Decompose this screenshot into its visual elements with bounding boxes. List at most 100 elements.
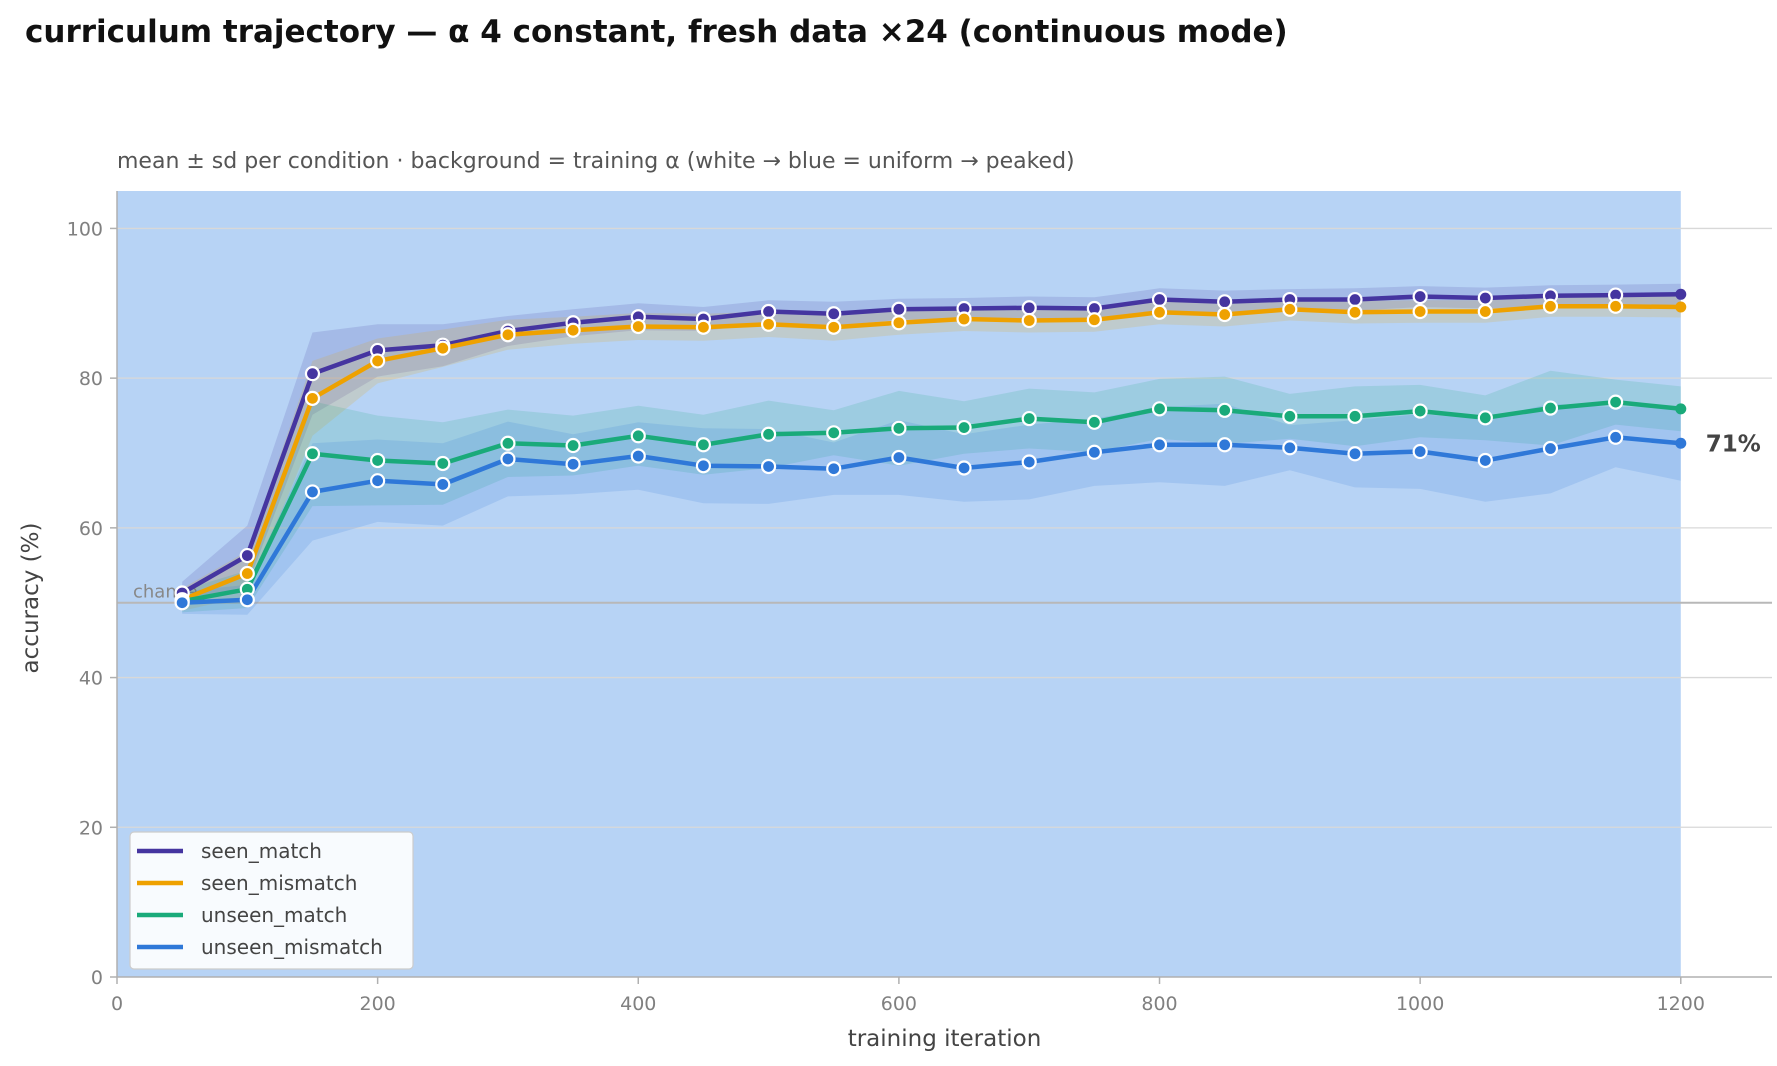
data-point-seen_match-600 (891, 301, 907, 317)
end-value-annotation: 71% (1706, 431, 1761, 457)
data-point-seen_mismatch-650 (956, 311, 972, 327)
data-point-unseen_mismatch-100 (239, 592, 255, 608)
data-point-unseen_match-300 (500, 435, 516, 451)
y-tick-label-60: 60 (79, 518, 103, 540)
data-point-unseen_mismatch-900 (1282, 440, 1298, 456)
series-line-unseen_mismatch (179, 435, 1684, 605)
data-point-unseen_match-550 (826, 425, 842, 441)
y-tick-label-40: 40 (79, 668, 103, 690)
data-point-unseen_mismatch-850 (1217, 437, 1233, 453)
y-tick-label-20: 20 (79, 817, 103, 839)
data-point-unseen_match-1000 (1412, 403, 1428, 419)
data-point-unseen_mismatch-250 (435, 476, 451, 493)
data-point-seen_match-500 (760, 303, 777, 320)
data-point-seen_mismatch-1200 (1675, 301, 1687, 313)
x-ticks: 0 200 400 600 800 1000 1200 (111, 977, 1705, 1015)
data-point-seen_match-1200 (1675, 288, 1687, 300)
data-point-unseen_mismatch-1100 (1542, 440, 1559, 457)
data-point-seen_mismatch-100 (239, 565, 255, 582)
data-point-unseen_match-1150 (1608, 394, 1624, 410)
series-line-seen_match (179, 292, 1684, 596)
data-point-unseen_mismatch-1200 (1675, 437, 1687, 449)
data-point-unseen_match-850 (1217, 402, 1233, 418)
y-axis-label: accuracy (%) (18, 523, 44, 674)
data-point-unseen_match-150 (304, 446, 321, 462)
data-point-unseen_match-400 (630, 428, 646, 444)
data-point-seen_mismatch-750 (1086, 312, 1102, 328)
data-point-unseen_match-650 (956, 419, 972, 436)
data-point-seen_mismatch-850 (1217, 306, 1233, 323)
data-point-seen_mismatch-300 (500, 327, 516, 343)
data-point-unseen_match-1100 (1542, 400, 1559, 416)
x-axis-label: training iteration (848, 1026, 1042, 1052)
y-ticks: 0 20 40 60 80 100 (67, 218, 117, 989)
data-point-unseen_match-200 (370, 452, 386, 469)
x-tick-label-0: 0 (111, 993, 123, 1015)
data-point-unseen_match-800 (1151, 401, 1168, 417)
data-point-seen_mismatch-450 (695, 319, 712, 335)
axes (116, 191, 1772, 978)
data-point-seen_mismatch-550 (826, 319, 842, 335)
data-point-unseen_mismatch-450 (695, 458, 712, 474)
legend-label-unseen_mismatch: unseen_mismatch (201, 935, 383, 959)
sd-bands (182, 283, 1681, 615)
data-point-unseen_mismatch-600 (891, 449, 907, 466)
data-point-seen_match-950 (1347, 291, 1363, 308)
data-point-unseen_mismatch-300 (500, 451, 516, 467)
data-point-unseen_mismatch-1050 (1477, 452, 1493, 469)
data-point-seen_mismatch-950 (1347, 304, 1363, 320)
data-point-seen_mismatch-800 (1151, 304, 1168, 320)
data-point-unseen_match-600 (891, 420, 907, 436)
data-point-seen_match-700 (1021, 300, 1037, 316)
series-points (174, 287, 1687, 611)
data-point-seen_match-800 (1151, 291, 1168, 308)
x-tick-label-1200: 1200 (1657, 993, 1705, 1015)
data-point-unseen_match-900 (1282, 408, 1298, 424)
y-tick-label-100: 100 (67, 218, 103, 240)
data-point-unseen_mismatch-350 (565, 456, 581, 472)
data-point-unseen_match-250 (435, 455, 451, 472)
legend-label-seen_match: seen_match (201, 839, 322, 863)
sd-band-unseen_mismatch (182, 403, 1681, 615)
data-point-seen_mismatch-1050 (1477, 303, 1493, 320)
data-point-seen_mismatch-900 (1282, 301, 1298, 317)
data-point-seen_mismatch-500 (760, 316, 777, 332)
data-point-seen_mismatch-250 (435, 340, 451, 356)
x-tick-label-600: 600 (881, 993, 917, 1015)
chart-subtitle: mean ± sd per condition · background = t… (117, 149, 1075, 174)
data-point-seen_match-850 (1217, 294, 1233, 310)
data-point-seen_match-550 (826, 306, 842, 322)
data-point-unseen_mismatch-150 (304, 484, 321, 500)
x-tick-label-1000: 1000 (1396, 993, 1444, 1015)
data-point-unseen_mismatch-200 (370, 473, 386, 489)
series-lines (179, 292, 1684, 605)
data-point-seen_match-1050 (1477, 290, 1493, 306)
series-line-unseen_match (179, 399, 1684, 604)
data-point-seen_mismatch-600 (891, 315, 907, 331)
legend-label-seen_mismatch: seen_mismatch (201, 871, 357, 895)
series-line-seen_mismatch (179, 304, 1684, 602)
data-point-unseen_match-750 (1086, 414, 1102, 430)
sd-band-unseen_match (182, 370, 1681, 613)
data-point-unseen_mismatch-950 (1347, 446, 1363, 462)
x-tick-label-800: 800 (1141, 993, 1177, 1015)
gridlines (117, 227, 1772, 828)
data-point-unseen_mismatch-800 (1151, 437, 1168, 453)
data-point-seen_mismatch-1100 (1542, 298, 1559, 314)
data-point-seen_match-100 (239, 547, 255, 564)
data-point-unseen_match-1200 (1675, 403, 1687, 415)
x-tick-label-200: 200 (359, 993, 395, 1015)
legend: seen_match seen_mismatch unseen_matchunsee… (129, 831, 414, 970)
data-point-seen_mismatch-1150 (1608, 298, 1624, 314)
data-point-unseen_match-1050 (1477, 410, 1493, 426)
data-point-seen_mismatch-200 (370, 353, 386, 369)
data-point-unseen_mismatch-400 (630, 448, 646, 464)
legend-box (129, 831, 414, 970)
data-point-unseen_mismatch-650 (956, 460, 972, 476)
data-point-unseen_mismatch-750 (1086, 444, 1102, 460)
data-point-seen_match-150 (304, 366, 321, 382)
data-point-unseen_match-700 (1021, 410, 1037, 427)
y-tick-label-80: 80 (79, 368, 103, 390)
legend-label-unseen_match: unseen_match (201, 903, 347, 927)
data-point-unseen_match-350 (565, 437, 581, 454)
